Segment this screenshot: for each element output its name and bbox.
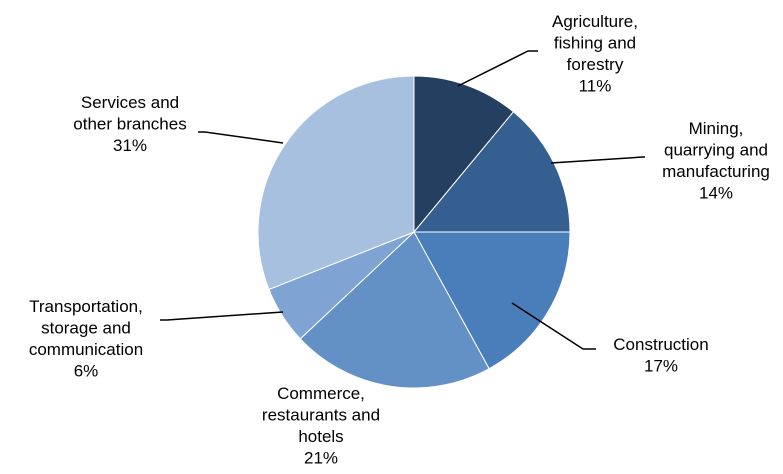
pie-slice-services-and-other-branches [257,75,415,291]
leader-line-transportation-storage-and-communication [160,311,284,321]
slice-name-line: forestry [567,55,624,74]
slice-percent-label: 6% [74,362,99,381]
pie-slice-commerce-restaurants-and-hotels [299,231,490,389]
slice-label-services-and-other-branches: Services and other branches 31% [73,93,186,155]
slice-label-commerce-restaurants-and-hotels: Commerce, restaurants and hotels 21% [262,384,380,468]
slice-percent-label: 31% [113,136,147,155]
slice-name-line: Agriculture, [552,12,638,31]
slice-name-line: restaurants and [262,406,380,425]
slice-name-line: Transportation, [29,297,143,316]
slice-label-construction: Construction 17% [613,335,708,376]
slice-name-line: quarrying and [664,141,768,160]
leader-line-construction [511,302,596,350]
slice-name-line: communication [29,340,143,359]
slice-percent-label: 14% [699,184,733,203]
slice-name-line: storage and [41,319,131,338]
slice-label-mining-quarrying-and-manufacturing: Mining, quarrying and manufacturing 14% [662,119,770,203]
slice-name-line: manufacturing [662,162,770,181]
slice-label-transportation-storage-and-communication: Transportation, storage and communication 6… [29,297,143,381]
slice-name-line: hotels [298,427,343,446]
slice-label-agriculture-fishing-and-forestry: Agriculture, fishing and forestry 11% [552,12,638,96]
pie-slice-construction [413,231,571,370]
slice-name-line: other branches [73,115,186,134]
leader-line-services-and-other-branches [198,131,284,144]
slice-name-line: Commerce, [277,384,365,403]
slice-name-line: Services and [81,93,179,112]
slice-name-line: fishing and [554,34,636,53]
slice-name-line: Mining, [689,119,744,138]
leader-line-mining-quarrying-and-manufacturing [550,156,645,164]
slice-percent-label: 17% [644,357,678,376]
pie-slice-mining-quarrying-and-manufacturing [412,111,571,233]
slice-percent-label: 21% [304,449,338,468]
pie-slice-agriculture-fishing-and-forestry [413,75,515,234]
slice-percent-label: 11% [579,77,612,96]
leader-line-agriculture-fishing-and-forestry [457,50,538,87]
slice-name-line: Construction [613,335,708,354]
